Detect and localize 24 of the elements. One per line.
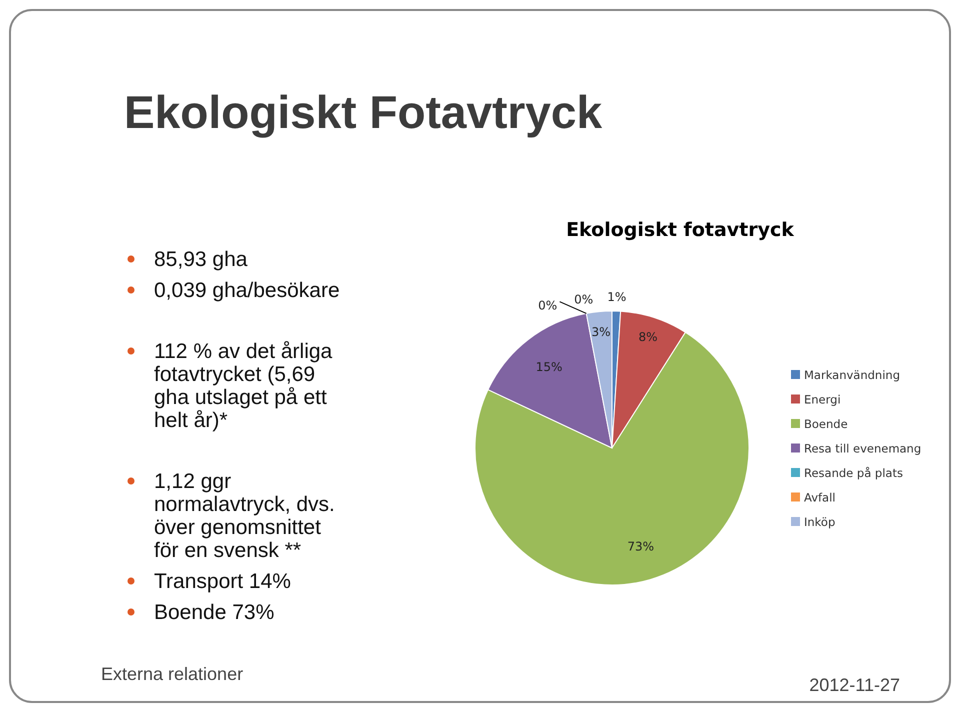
text: 112 % av det årliga fotavtrycket (5,69 gha utslaget på ett helt år)* — [154, 340, 333, 432]
legend-label: Energi — [804, 392, 841, 406]
text: 2012-11-27 — [809, 675, 900, 695]
legend-label: Resande på plats — [804, 466, 903, 480]
data-label: 8% — [638, 330, 658, 344]
legend-label: Avfall — [804, 490, 836, 504]
text: 0% — [538, 298, 558, 313]
legend-label: Inköp — [804, 515, 836, 529]
chart-subtitle: Ekologiskt Fotavtryck — [124, 86, 602, 138]
text: 0,039 gha/besökare — [154, 279, 340, 302]
data-label: 1% — [607, 290, 626, 304]
text: 85,93 gha — [154, 248, 248, 271]
data-label: 73% — [627, 540, 654, 554]
data-label: 3% — [592, 325, 611, 340]
legend-label: Resa till evenemang — [804, 442, 922, 456]
chart-title: Ekologiskt fotavtryck — [566, 219, 794, 241]
text: Boende 73% — [154, 601, 274, 624]
data-label: 15% — [536, 360, 562, 374]
text: Transport 14% — [154, 570, 291, 593]
legend-label: Markanvändning — [804, 368, 900, 382]
text: 1,12 ggr normalavtryck, dvs. över genomsnittet för en svensk ** — [154, 470, 335, 562]
text: 0% — [574, 292, 594, 307]
text: Externa relationer — [101, 664, 244, 684]
legend-label: Boende — [804, 417, 848, 431]
